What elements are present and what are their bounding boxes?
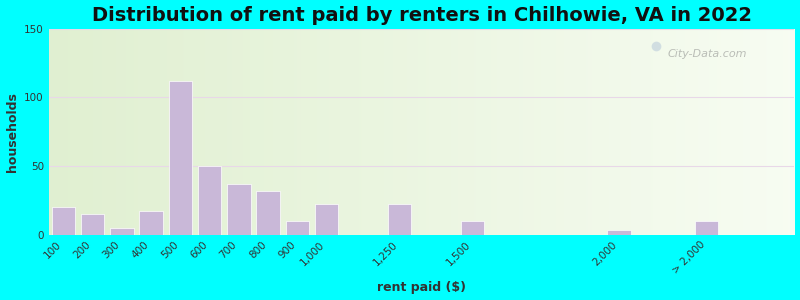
- Bar: [198, 166, 222, 235]
- Bar: [286, 221, 309, 235]
- Bar: [607, 230, 630, 235]
- Bar: [169, 81, 192, 235]
- Bar: [256, 191, 280, 235]
- Bar: [52, 207, 75, 235]
- X-axis label: rent paid ($): rent paid ($): [377, 281, 466, 294]
- Text: City-Data.com: City-Data.com: [668, 50, 747, 59]
- Bar: [139, 211, 162, 235]
- Bar: [315, 204, 338, 235]
- Bar: [695, 221, 718, 235]
- Bar: [81, 214, 104, 235]
- Title: Distribution of rent paid by renters in Chilhowie, VA in 2022: Distribution of rent paid by renters in …: [91, 6, 751, 25]
- Y-axis label: households: households: [6, 92, 18, 172]
- Bar: [110, 228, 134, 235]
- Bar: [461, 221, 485, 235]
- Bar: [227, 184, 250, 235]
- Bar: [388, 204, 411, 235]
